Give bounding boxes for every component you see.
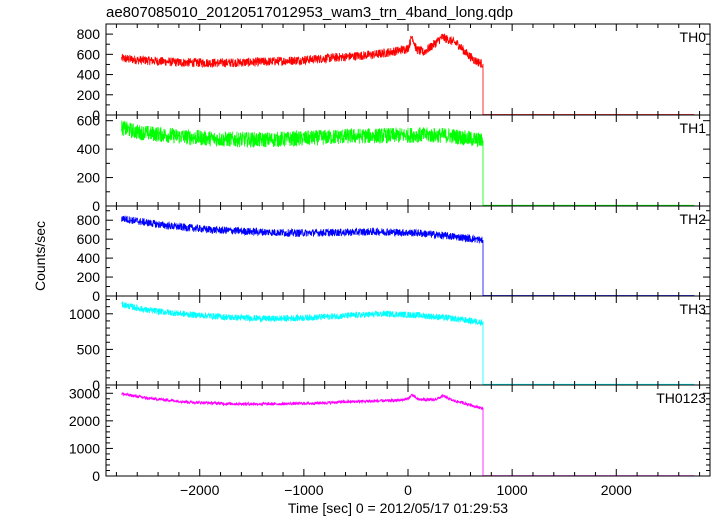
series-line-th0 xyxy=(121,33,695,115)
panel-th0123: 0 1000 2000 3000 TH0123 xyxy=(69,384,711,484)
x-tick-labels: −2000 −1000 0 1000 2000 xyxy=(180,482,632,498)
panel-label: TH0 xyxy=(680,29,707,45)
series-line-th2 xyxy=(121,215,695,296)
panel-th1: 0 200 400 600 TH1 xyxy=(77,113,711,214)
panel-frame xyxy=(105,23,711,116)
panel-label: TH2 xyxy=(680,211,707,227)
y-tick-label: 600 xyxy=(77,231,101,247)
y-tick-label: 0 xyxy=(92,288,100,304)
y-tick-label: 800 xyxy=(77,26,101,42)
panels-group: 0 200 400 600 800 TH0 0 200 400 600 TH1 0 200 400 600 8… xyxy=(69,23,711,484)
x-tick-label: 1000 xyxy=(497,482,528,498)
y-tick-label: 400 xyxy=(77,250,101,266)
y-tick-label: 500 xyxy=(77,341,101,357)
panel-label: TH0123 xyxy=(656,390,706,406)
y-tick-label: 0 xyxy=(92,198,100,214)
y-axis-label: Counts/sec xyxy=(32,221,48,291)
x-axis-label: Time [sec] 0 = 2012/05/17 01:29:53 xyxy=(288,500,508,516)
x-tick-label: 0 xyxy=(404,482,412,498)
series-line-th1 xyxy=(121,120,695,206)
chart-title: ae807085010_20120517012953_wam3_trn_4ban… xyxy=(106,4,513,21)
y-tick-label: 400 xyxy=(77,141,101,157)
y-tick-label: 0 xyxy=(92,377,100,393)
y-tick-label: 800 xyxy=(77,212,101,228)
y-tick-label: 600 xyxy=(77,113,101,129)
panel-th2: 0 200 400 600 800 TH2 xyxy=(77,205,711,304)
x-tick-label: −2000 xyxy=(180,482,220,498)
y-tick-label: 200 xyxy=(77,269,101,285)
panel-th0: 0 200 400 600 800 TH0 xyxy=(77,23,711,123)
panel-label: TH3 xyxy=(680,301,707,317)
y-tick-label: 0 xyxy=(92,107,100,123)
panel-th3: 0 500 1000 TH3 xyxy=(69,295,711,393)
y-tick-label: 400 xyxy=(77,67,101,83)
y-tick-label: 1000 xyxy=(69,306,100,322)
y-tick-label: 600 xyxy=(77,46,101,62)
y-tick-label: 200 xyxy=(77,170,101,186)
panel-label: TH1 xyxy=(680,120,707,136)
x-tick-label: 2000 xyxy=(601,482,632,498)
y-tick-label: 200 xyxy=(77,87,101,103)
panel-frame xyxy=(105,295,711,386)
series-line-th0123 xyxy=(121,391,695,477)
y-tick-label: 2000 xyxy=(69,413,100,429)
y-tick-label: 1000 xyxy=(69,440,100,456)
series-line-th3 xyxy=(121,301,695,385)
x-tick-label: −1000 xyxy=(284,482,324,498)
y-tick-label: 3000 xyxy=(69,385,100,401)
y-tick-label: 0 xyxy=(92,468,100,484)
panel-frame xyxy=(105,205,711,297)
